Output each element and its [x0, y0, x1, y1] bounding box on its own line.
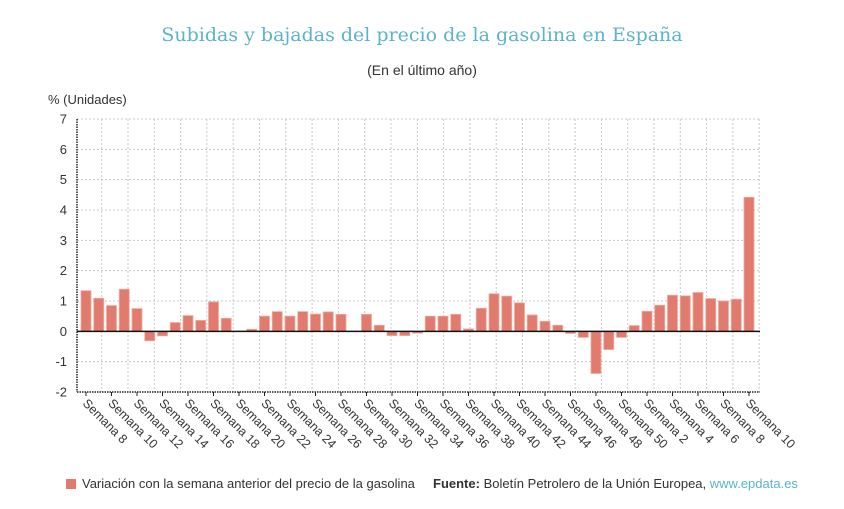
bar [220, 317, 232, 332]
bar [424, 315, 436, 332]
y-tick-label: -2 [55, 385, 67, 400]
bar [539, 320, 551, 332]
bar [514, 302, 525, 332]
y-tick-label: 5 [60, 172, 67, 187]
bar [322, 311, 334, 332]
bar [195, 320, 207, 332]
bar [80, 290, 92, 332]
bar [577, 330, 589, 338]
bar [590, 330, 602, 374]
bar [743, 196, 755, 332]
bar [692, 292, 704, 332]
y-tick-label: 1 [60, 294, 67, 309]
bar [437, 315, 449, 332]
bar [526, 314, 538, 332]
bar [705, 298, 717, 332]
y-tick-label: 2 [60, 263, 67, 278]
source-text: Boletín Petrolero de la Unión Europea, [479, 476, 710, 491]
bar [373, 324, 385, 332]
legend-swatch [66, 478, 76, 489]
bar [450, 313, 462, 332]
bar [603, 330, 615, 350]
bar [106, 305, 117, 332]
bar [667, 294, 678, 332]
bar [730, 298, 742, 332]
bar [284, 315, 296, 332]
legend-label: Variación con la semana anterior del pre… [82, 476, 415, 491]
grid-lines [77, 118, 760, 392]
bar [259, 315, 270, 332]
bar [118, 288, 130, 332]
legend: Variación con la semana anterior del pre… [66, 476, 415, 491]
y-axis-label: % (Unidades) [48, 92, 127, 107]
y-tick-label: 0 [60, 324, 67, 339]
y-tick-label: 6 [60, 142, 67, 157]
y-tick-labels: 7 6 5 4 3 2 1 0 -1 -2 [55, 112, 67, 400]
bar [131, 308, 143, 332]
bar [169, 322, 181, 332]
bar [144, 330, 156, 342]
bar [310, 313, 321, 332]
chart-title: Subidas y bajadas del precio de la gasol… [161, 24, 683, 46]
bar [93, 297, 105, 332]
bar [616, 330, 627, 338]
bar [271, 311, 283, 332]
y-tick-label: 3 [60, 233, 67, 248]
bar [679, 295, 691, 332]
chart-subtitle: (En el último año) [367, 62, 477, 78]
source-note: Fuente: Boletín Petrolero de la Unión Eu… [433, 476, 798, 491]
y-tick-label: 7 [60, 112, 67, 127]
bar [718, 300, 729, 332]
source-prefix: Fuente: [433, 476, 480, 491]
bar [297, 311, 309, 332]
y-tick-label: 4 [60, 203, 67, 218]
bar [475, 307, 487, 332]
bar [182, 315, 194, 332]
axes [76, 119, 760, 396]
source-link[interactable]: www.epdata.es [709, 476, 798, 491]
bar [361, 313, 372, 332]
bars [80, 196, 755, 374]
bar [654, 304, 666, 332]
bar [628, 325, 640, 332]
y-tick-label: -1 [55, 354, 67, 369]
bar [501, 295, 513, 332]
bar [335, 313, 347, 332]
bar [641, 310, 653, 332]
bar [208, 301, 219, 332]
bar [488, 293, 500, 332]
bar [552, 324, 564, 332]
